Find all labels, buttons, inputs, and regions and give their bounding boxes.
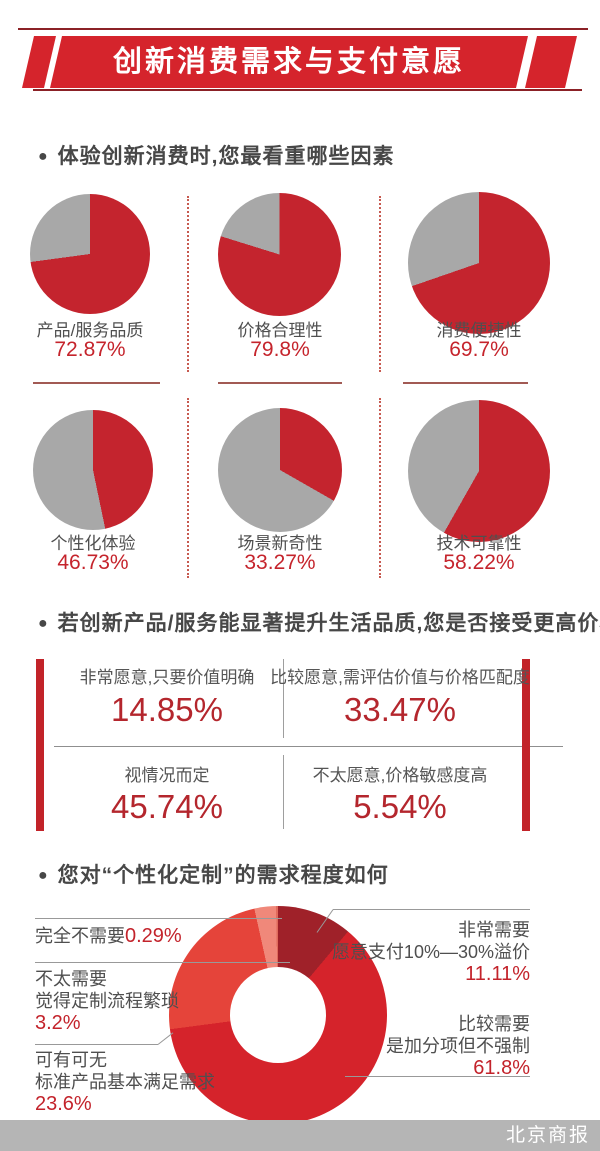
pie-percent: 79.8% [250,338,310,361]
stat-label: 视情况而定 [124,766,210,785]
leader-line-high [333,909,530,910]
donut-label-text: 比较需要 [458,1014,530,1034]
pie-chart-price-reasonableness [218,193,341,316]
banner-right-slash [524,36,578,88]
donut-label-percent: 23.6% [35,1093,92,1115]
stat-label: 比较愿意,需评估价值与价格匹配度 [270,668,530,687]
pie-label: 价格合理性 [237,321,323,340]
leader-line-low [35,962,290,963]
section-title-text: 若创新产品/服务能显著提升生活品质,您是否接受更高价格 [57,612,600,635]
pie-label: 消费便捷性 [436,321,522,340]
pie-chart-convenience [408,192,550,334]
donut-label-text: 可有可无 [35,1050,107,1070]
pie-label: 场景新奇性 [237,534,323,553]
leader-line-medium [345,1076,530,1077]
pie-percent: 69.7% [449,338,509,361]
row-separator [218,382,342,384]
pie-chart-personalization [33,410,153,530]
donut-label-text: 完全不需要 [35,926,125,946]
bullet-icon: ● [38,148,49,165]
donut-label-percent: 61.8% [473,1057,530,1079]
right-accent-bar [522,659,530,831]
donut-label-percent: 3.2% [35,1012,81,1034]
dotted-divider [187,398,189,578]
donut-hole [230,967,326,1063]
donut-label-text: 标准产品基本满足需求 [35,1072,215,1092]
section-title-text: 体验创新消费时,您最看重哪些因素 [57,145,395,168]
donut-label-text: 非常需要 [458,920,530,940]
pie-percent: 72.87% [54,338,126,361]
pie-label: 产品/服务品质 [36,321,144,340]
donut-label-text: 愿意支付10%—30%溢价 [331,942,530,962]
pie-chart-novelty [218,408,342,532]
bullet-icon: ● [38,867,49,884]
cell-column-divider [283,755,284,829]
pie-percent: 33.27% [244,551,316,574]
stat-percent: 5.54% [353,788,447,825]
cell-row-divider [54,746,563,747]
donut-label-text: 不太需要 [35,969,107,989]
dotted-divider [379,398,381,578]
donut-label-text: 是加分项但不强制 [386,1036,530,1056]
footer-bar: 北京商报 [0,1120,600,1151]
pie-percent: 58.22% [443,551,515,574]
pie-chart-product-quality [30,194,150,314]
header-bottom-rule [33,89,582,91]
row-separator [33,382,160,384]
donut-label-high: 非常需要 愿意支付10%—30%溢价 11.11% [280,919,530,985]
row-separator [403,382,528,384]
section-title-customization: ● 您对“个性化定制”的需求程度如何 [38,859,389,889]
section-title-willingness: ● 若创新产品/服务能显著提升生活品质,您是否接受更高价格 [38,607,600,637]
donut-label-percent: 0.29% [125,925,182,947]
leader-line-none [35,918,282,919]
bullet-icon: ● [38,615,49,632]
pie-label: 技术可靠性 [436,534,522,553]
dotted-divider [379,196,381,372]
donut-label-neutral: 可有可无 标准产品基本满足需求 23.6% [35,1049,215,1115]
cell-column-divider [283,659,284,738]
section-title-factors: ● 体验创新消费时,您最看重哪些因素 [38,140,395,170]
section-title-text: 您对“个性化定制”的需求程度如何 [57,864,389,887]
dotted-divider [187,196,189,372]
donut-label-percent: 11.11% [465,963,530,985]
stat-label: 不太愿意,价格敏感度高 [312,766,488,785]
donut-label-none: 完全不需要0.29% [35,925,182,947]
stat-percent: 45.74% [111,788,223,825]
pie-percent: 46.73% [57,551,129,574]
stat-percent: 14.85% [111,691,223,728]
header-top-rule [18,28,588,30]
donut-label-text: 觉得定制流程繁琐 [35,991,179,1011]
pie-label: 个性化体验 [50,534,136,553]
pie-chart-reliability [408,400,550,542]
left-accent-bar [36,659,44,831]
stat-percent: 33.47% [344,691,456,728]
page-title: 创新消费需求与支付意愿 [112,46,465,78]
leader-line-neutral [35,1044,158,1045]
brand-name: 北京商报 [505,1125,590,1146]
stat-label: 非常愿意,只要价值明确 [79,668,255,687]
donut-label-low: 不太需要 觉得定制流程繁琐 3.2% [35,968,179,1034]
donut-label-medium: 比较需要 是加分项但不强制 61.8% [280,1013,530,1079]
